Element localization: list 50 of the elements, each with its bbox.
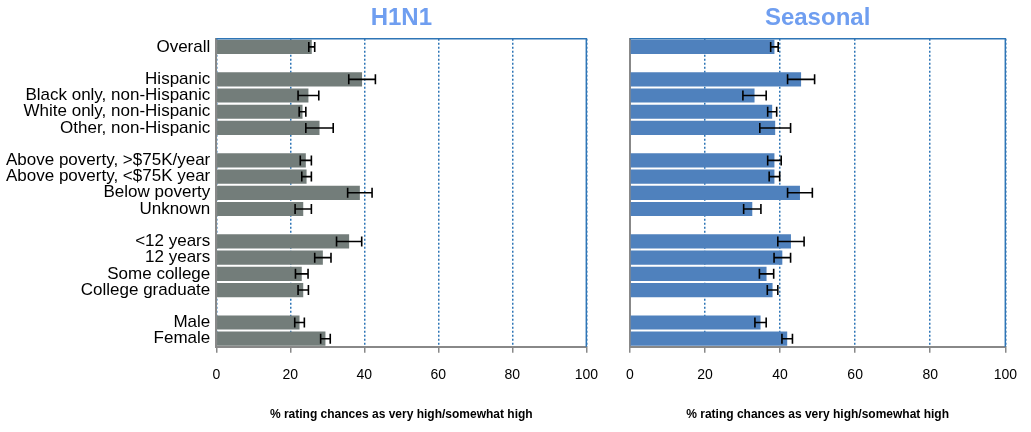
bar [630, 185, 800, 200]
x-tick-label: 0 [212, 366, 221, 383]
bar [217, 104, 303, 119]
chart-title: H1N1 [370, 3, 432, 31]
bar [217, 39, 312, 54]
bar [217, 266, 302, 281]
x-axis-title: % rating chances as very high/somewhat high [269, 407, 533, 422]
y-tick-label: Overall [156, 36, 211, 56]
y-tick-label: <12 years [135, 231, 211, 251]
bar [217, 282, 304, 298]
bar [630, 39, 775, 54]
x-tick-label: 0 [625, 366, 634, 383]
x-tick-label: 60 [430, 366, 447, 383]
bar [217, 153, 306, 168]
bar [630, 72, 802, 87]
x-tick-label: 80 [922, 366, 939, 383]
bar [217, 185, 360, 200]
bar [217, 201, 304, 217]
x-tick-label: 40 [356, 366, 373, 383]
bar [630, 120, 776, 136]
bar [217, 88, 309, 103]
bar [217, 234, 350, 249]
x-tick-label: 20 [282, 366, 299, 383]
bar [630, 266, 767, 281]
x-axis-title: % rating chances as very high/somewhat high [686, 407, 949, 422]
bar [630, 88, 755, 103]
x-tick-label: 60 [847, 366, 864, 383]
y-tick-label: Above poverty, >$75K/year [5, 150, 211, 170]
bar [217, 250, 323, 265]
x-tick-label: 80 [504, 366, 521, 383]
bar [630, 234, 791, 249]
bar [630, 169, 775, 184]
bar [630, 104, 773, 119]
bar [630, 201, 753, 217]
y-tick-label: Hispanic [145, 69, 211, 89]
bar [217, 169, 307, 184]
bar [630, 315, 761, 330]
bar [217, 315, 300, 330]
chart-title: Seasonal [764, 3, 871, 31]
x-tick-label: 40 [772, 366, 789, 383]
x-tick-label: 100 [993, 366, 1018, 383]
bar [217, 120, 320, 136]
bar [630, 250, 783, 265]
bar [217, 331, 326, 346]
bar [217, 72, 363, 87]
bar [630, 282, 773, 298]
x-tick-label: 100 [574, 366, 599, 383]
bar [630, 331, 788, 346]
x-tick-label: 20 [697, 366, 713, 383]
bar [630, 153, 775, 168]
